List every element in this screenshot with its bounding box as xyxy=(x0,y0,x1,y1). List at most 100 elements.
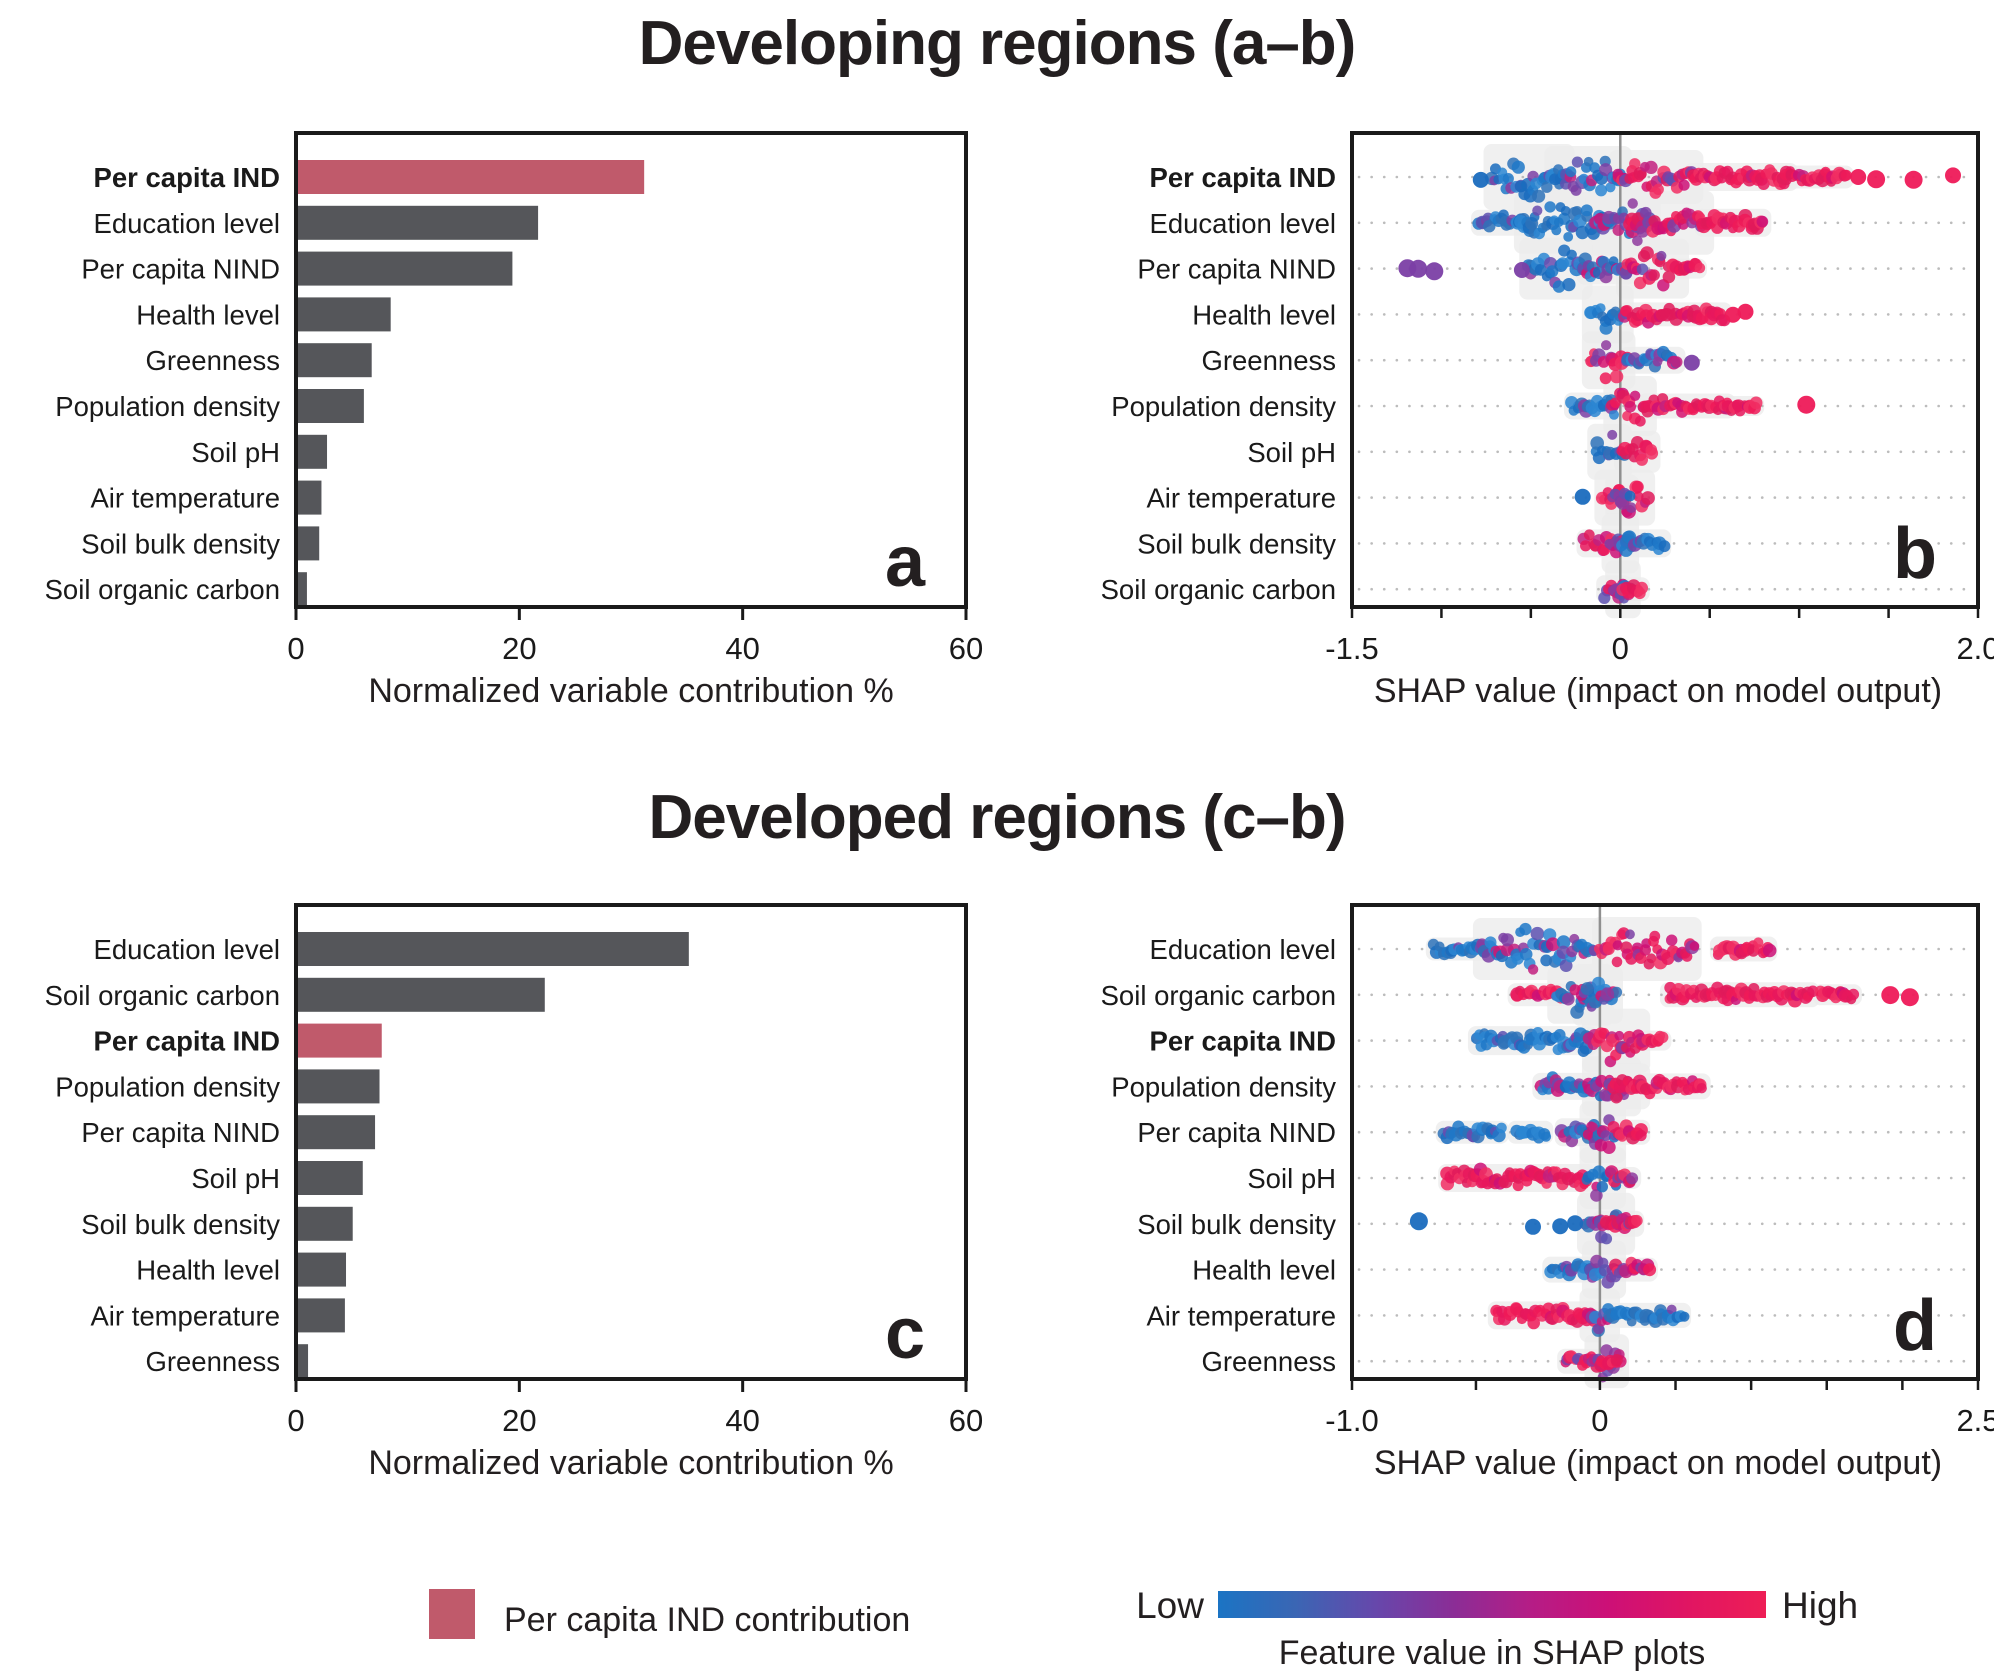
swarm-dot xyxy=(1657,1031,1669,1044)
row-label: Per capita IND xyxy=(94,1026,280,1057)
bar-c-8 xyxy=(298,1298,345,1333)
row-label: Soil pH xyxy=(191,1163,280,1194)
row-label: Education level xyxy=(93,934,280,965)
axis-tick-label: 40 xyxy=(725,1403,759,1438)
feature-value-gradient-bar xyxy=(1218,1591,1766,1618)
swarm-outlier-dot xyxy=(1552,1218,1569,1235)
swarm-dot xyxy=(1552,280,1566,293)
row-label: Soil bulk density xyxy=(81,1209,280,1240)
per-capita-ind-legend-label: Per capita IND contribution xyxy=(504,1601,911,1639)
row-label: Air temperature xyxy=(1146,1300,1336,1331)
row-label: Health level xyxy=(136,1255,280,1286)
swarm-dot xyxy=(1532,189,1546,203)
swarm-dot xyxy=(1571,206,1583,217)
swarm-dot xyxy=(1610,1354,1623,1367)
swarm-outlier-dot xyxy=(1945,167,1961,184)
swarm-dot xyxy=(1580,204,1593,217)
bar-a-7 xyxy=(298,480,322,515)
row-label: Greenness xyxy=(1201,1346,1336,1377)
swarm-dot xyxy=(1643,1263,1657,1277)
swarm-dot xyxy=(1762,943,1777,958)
axis-title-bar-c: Normalized variable contribution % xyxy=(368,1444,894,1482)
swarm-dot xyxy=(1583,529,1595,541)
swarm-dot xyxy=(1614,1030,1625,1041)
swarm-dot xyxy=(1563,232,1574,242)
axis-tick-label: 0 xyxy=(1591,1403,1608,1438)
row-label: Per capita NIND xyxy=(81,1117,280,1148)
swarm-dot xyxy=(1627,198,1638,209)
swarm-dot xyxy=(1496,1122,1507,1134)
swarm-outlier-dot xyxy=(1900,988,1919,1007)
swarm-dot xyxy=(1527,964,1539,975)
bar-a-6 xyxy=(298,434,328,469)
axis-tick-label: 60 xyxy=(949,631,983,666)
swarm-dot xyxy=(1694,262,1706,274)
swarm-outlier-dot xyxy=(1525,1218,1541,1235)
swarm-outlier-dot xyxy=(1737,303,1754,320)
swarm-dot xyxy=(1607,429,1618,440)
swarm-dot xyxy=(1640,206,1652,219)
row-label: Population density xyxy=(1111,391,1336,422)
swarm-dot xyxy=(1600,1233,1613,1245)
swarm-dot xyxy=(1749,396,1763,410)
swarm-dot xyxy=(1629,390,1641,401)
axis-title-bar-a: Normalized variable contribution % xyxy=(368,672,894,710)
row-label: Per capita NIND xyxy=(1137,1117,1336,1148)
swarm-dot xyxy=(1840,169,1852,181)
bar-c-7 xyxy=(298,1252,347,1287)
bar-a-3 xyxy=(298,297,391,332)
swarm-dot xyxy=(1590,1189,1603,1202)
title-developing-regions: Developing regions (a–b) xyxy=(638,9,1357,78)
swarm-dot xyxy=(1635,453,1648,466)
bar-c-9 xyxy=(298,1344,309,1379)
title-developed-regions: Developed regions (c–b) xyxy=(648,783,1346,852)
row-label: Soil organic carbon xyxy=(45,574,280,605)
swarm-outlier-dot xyxy=(1725,306,1741,323)
bar-a-4 xyxy=(298,343,372,378)
swarm-dot xyxy=(1566,249,1577,260)
row-label: Soil pH xyxy=(1247,437,1336,468)
gradient-caption: Feature value in SHAP plots xyxy=(1278,1634,1706,1672)
bar-a-1 xyxy=(298,205,539,240)
gradient-high-label: High xyxy=(1782,1585,1859,1626)
swarm-dot xyxy=(1582,1129,1594,1140)
swarm-dot xyxy=(1571,156,1583,168)
swarm-outlier-dot xyxy=(1425,262,1444,281)
row-label: Per capita IND xyxy=(1150,162,1336,193)
swarm-dot xyxy=(1641,491,1655,505)
swarm-dot xyxy=(1640,246,1654,260)
swarm-dot xyxy=(1551,225,1562,236)
swarm-outlier-dot xyxy=(1409,259,1428,278)
axis-tick-label: 0 xyxy=(287,1403,304,1438)
swarm-dot xyxy=(1596,1181,1609,1193)
bar-a-8 xyxy=(298,526,320,561)
bar-c-2 xyxy=(298,1023,382,1058)
swarm-outlier-dot xyxy=(1881,986,1900,1005)
swarm-dot xyxy=(1658,540,1671,553)
swarm-dot xyxy=(1605,182,1616,193)
swarm-outlier-dot xyxy=(1409,1212,1428,1231)
axis-tick-label: 2.0 xyxy=(1956,631,1994,666)
row-label: Soil pH xyxy=(1247,1163,1336,1194)
swarm-dot xyxy=(1599,372,1612,385)
swarm-dot xyxy=(1662,270,1676,284)
swarm-dot xyxy=(1652,183,1664,195)
swarm-dot xyxy=(1546,937,1560,952)
row-label: Per capita IND xyxy=(94,162,280,193)
swarm-dot xyxy=(1562,992,1575,1006)
per-capita-ind-swatch xyxy=(429,1589,475,1639)
row-label: Air temperature xyxy=(90,483,280,514)
bar-a-2 xyxy=(298,251,513,286)
axis-tick-label: 40 xyxy=(725,631,759,666)
axis-tick-label: 0 xyxy=(287,631,304,666)
swarm-dot xyxy=(1757,177,1770,190)
swarm-dot xyxy=(1645,447,1659,460)
gradient-low-label: Low xyxy=(1136,1585,1204,1626)
axis-tick-label: 60 xyxy=(949,1403,983,1438)
axis-tick-label: 0 xyxy=(1612,631,1629,666)
swarm-dot xyxy=(1541,181,1553,193)
swarm-outlier-dot xyxy=(1567,1215,1584,1232)
plot-box-b xyxy=(1350,131,1980,609)
swarm-dot xyxy=(1679,1311,1690,1322)
